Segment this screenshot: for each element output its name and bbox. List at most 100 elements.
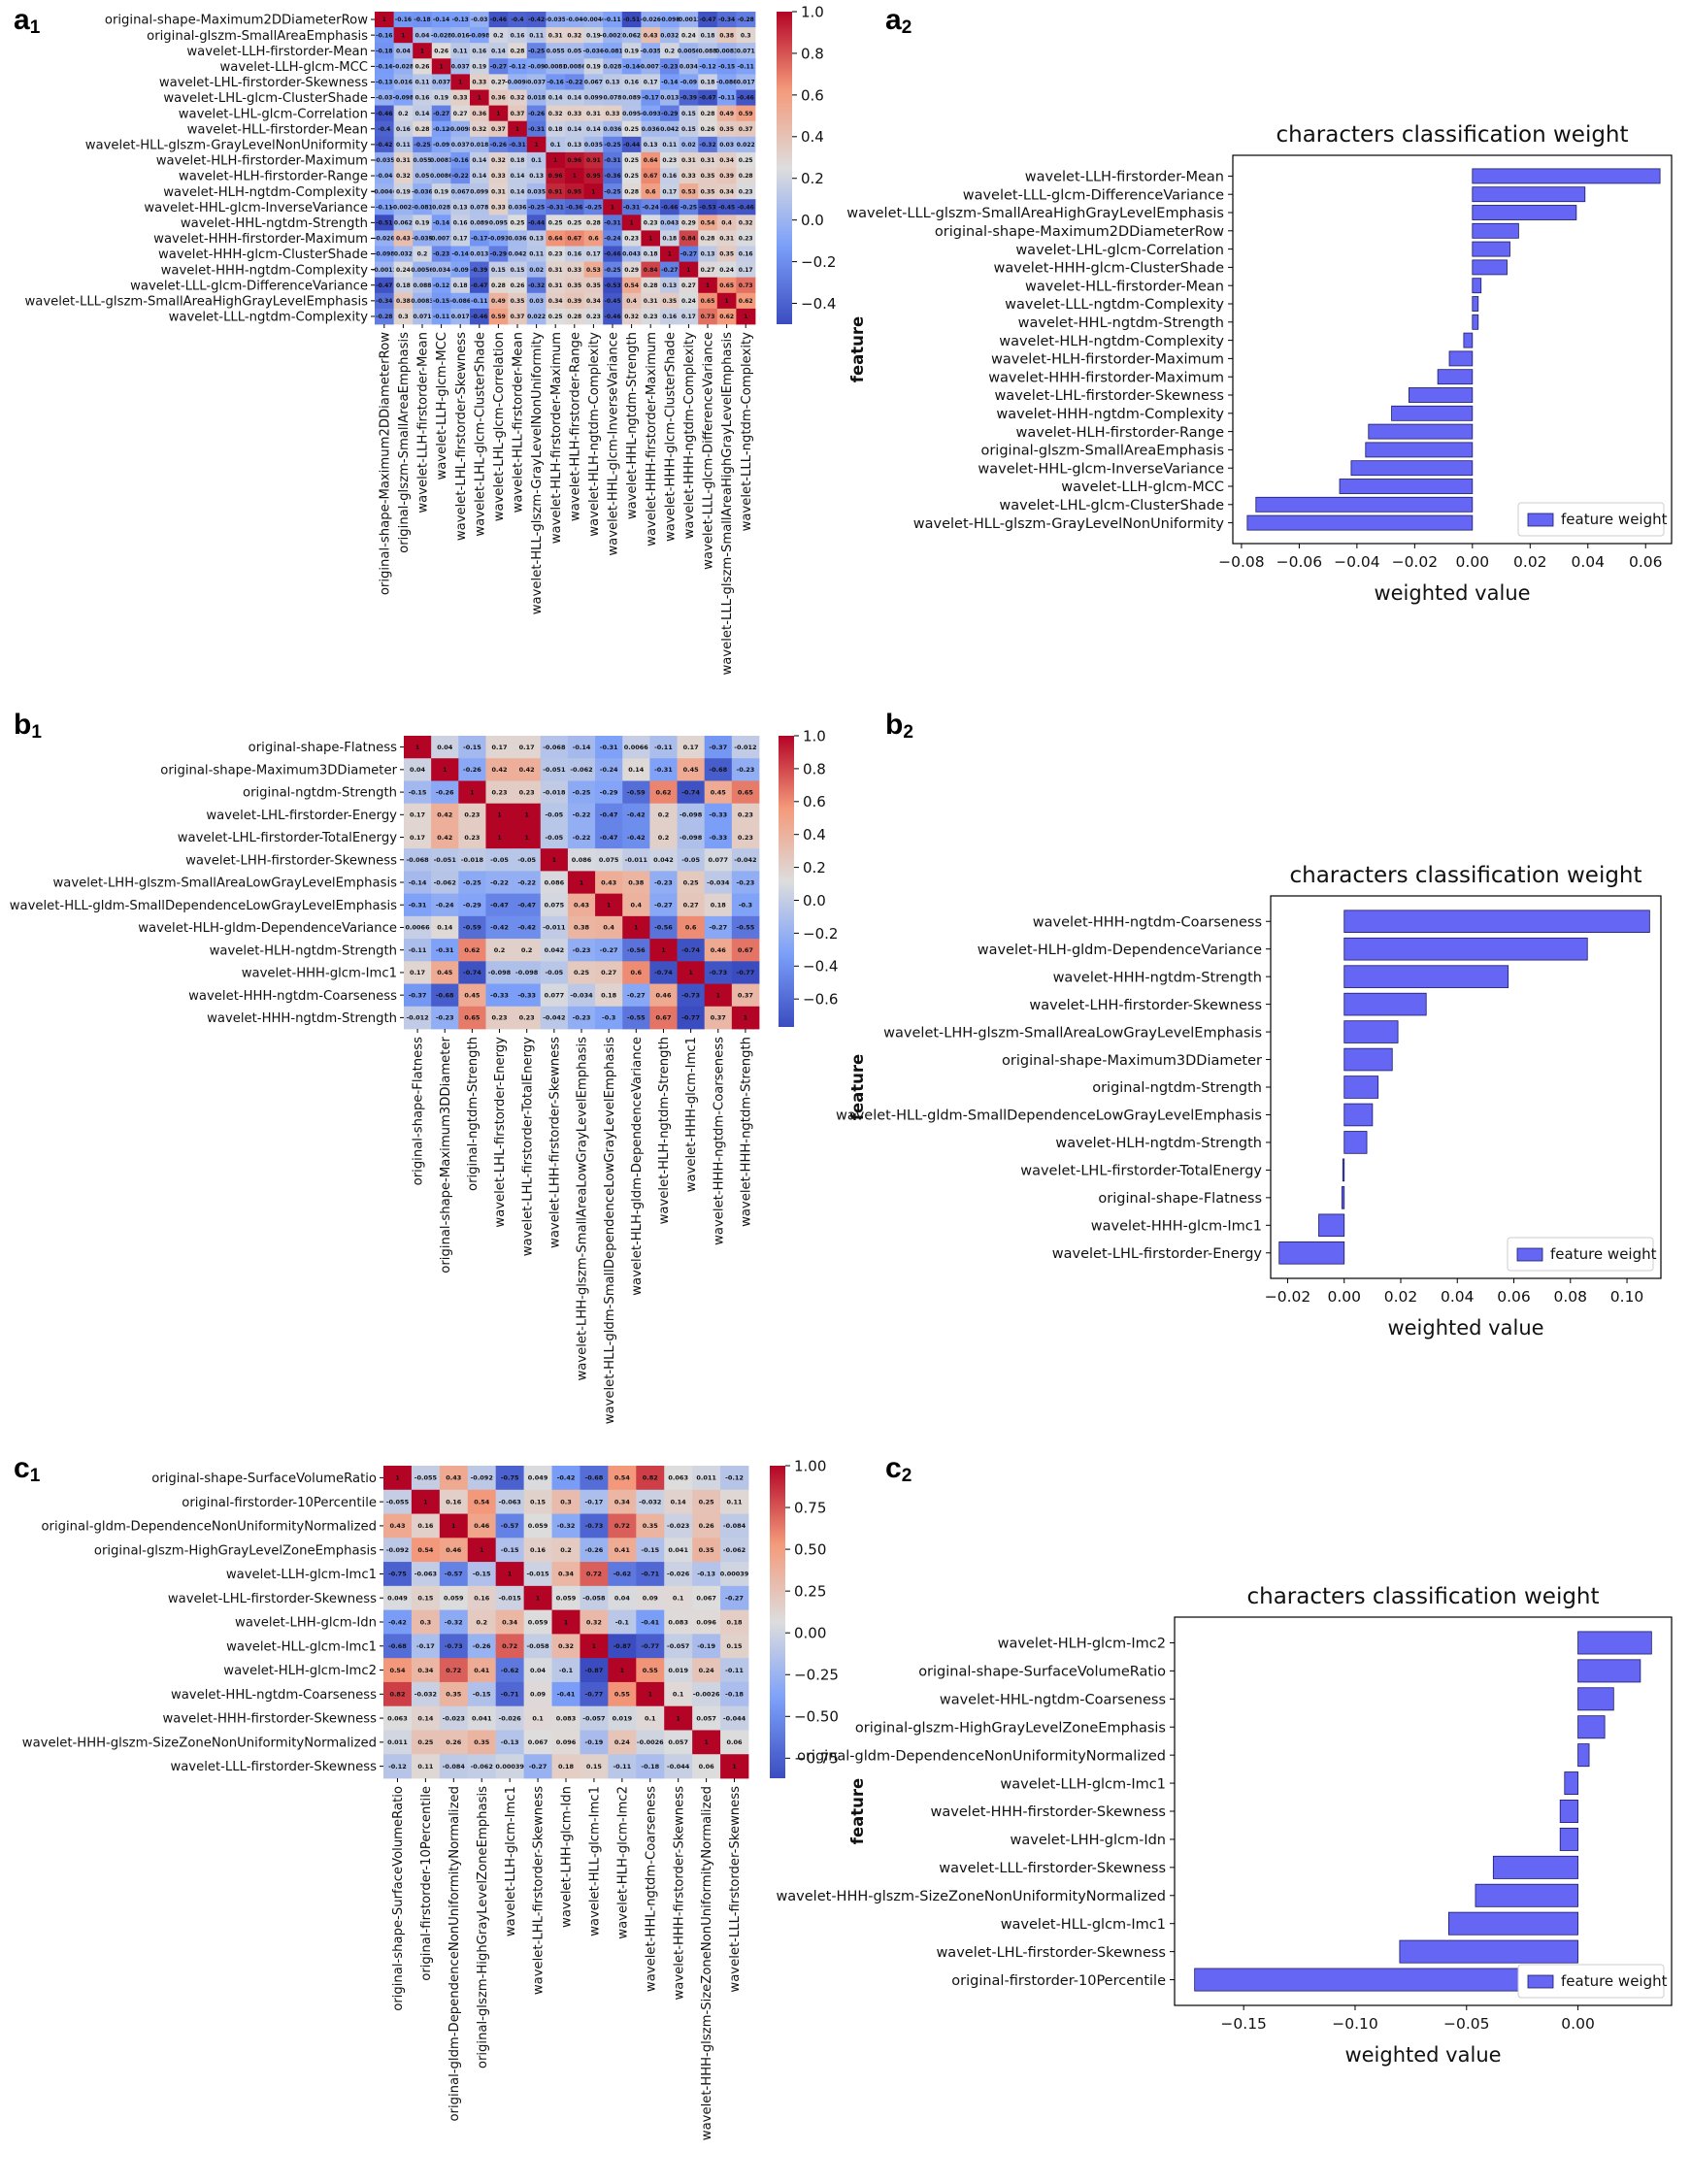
b1-colorbar-label: 1.0 <box>803 727 826 745</box>
c1-col-label: wavelet-LLL-firstorder-Skewness <box>728 1786 743 1993</box>
a1-cell <box>716 136 737 153</box>
c1-cell-label: 0.54 <box>614 1474 631 1482</box>
a1-cell-label: 1 <box>420 48 424 54</box>
a1-cell <box>641 246 661 262</box>
a1-cell <box>641 89 661 106</box>
a1-cell <box>450 12 471 28</box>
a1-cell-label: 0.14 <box>472 173 486 180</box>
a1-cell <box>546 120 566 138</box>
b1-cell-label: -0.37 <box>409 991 427 999</box>
b1-cell <box>404 939 432 962</box>
b1-cell-label: -0.29 <box>600 788 618 796</box>
b1-cell <box>567 983 596 1008</box>
c1-cell <box>439 1562 469 1587</box>
c1-cell <box>551 1609 580 1635</box>
a1-cell <box>470 151 489 169</box>
a1-cell-label: -0.23 <box>433 251 449 258</box>
a1-cell <box>488 230 509 247</box>
b1-cell <box>540 825 569 849</box>
a1-cell <box>603 27 623 44</box>
c2-category-label: wavelet-HHH-firstorder-Skewness <box>931 1804 1166 1820</box>
a1-cell <box>603 58 623 75</box>
a1-row-label: wavelet-HLL-glszm-GrayLevelNonUniformity <box>85 138 368 152</box>
a1-cell <box>393 199 414 215</box>
a1-cell-label: 0.26 <box>511 282 525 289</box>
c1-cell-label: 0.049 <box>387 1595 408 1603</box>
a1-cell <box>508 120 528 138</box>
a1-cell-label: 0.19 <box>415 219 430 226</box>
b1-cell-label: 0.45 <box>464 991 481 999</box>
a1-cell <box>508 12 528 28</box>
a1-cell <box>621 246 642 262</box>
b2-bar <box>1343 1131 1368 1154</box>
c1-cell-label: -0.13 <box>501 1738 519 1746</box>
c1-cell-label: -0.18 <box>725 1691 744 1699</box>
a1-cell <box>526 27 547 44</box>
a1-cell-label: 0.19 <box>434 95 448 102</box>
a1-cell <box>698 12 718 28</box>
a1-cell-label: 1 <box>630 219 634 226</box>
a1-cell <box>736 261 756 279</box>
b2-ylabel: feature <box>848 1054 867 1120</box>
a1-cell-label: 0.13 <box>606 80 620 86</box>
a2-bar <box>1472 296 1479 312</box>
b1-col-label: wavelet-HHH-ngtdm-Strength <box>740 1037 754 1227</box>
b1-colorbar-label: 0.6 <box>803 793 826 811</box>
b1-cell <box>458 780 486 805</box>
a1-cell <box>413 308 433 325</box>
b1-cell-label: 0.4 <box>603 924 614 932</box>
a1-cell <box>679 74 699 90</box>
a1-cell <box>716 168 737 184</box>
b1-cell <box>731 983 760 1008</box>
a1-cell-label: -0.0013 <box>372 267 397 274</box>
b1-row-label: wavelet-HLH-ngtdm-Strength <box>210 943 397 958</box>
a1-cell-label: 0.14 <box>567 95 581 102</box>
b1-cell <box>649 848 678 872</box>
c1-cell-label: 0.25 <box>417 1738 434 1746</box>
c1-cell <box>636 1634 665 1659</box>
a1-cell <box>375 199 394 215</box>
a1-cell-label: 0.23 <box>586 314 601 320</box>
b1-cell-label: -0.55 <box>627 1014 646 1022</box>
c1-cell <box>411 1513 441 1539</box>
a1-cell-label: 0.19 <box>624 48 639 54</box>
a1-cell-label: -0.0013 <box>677 17 702 23</box>
b1-cell-label: -0.05 <box>545 811 563 819</box>
a1-cell-label: -0.036 <box>412 188 432 195</box>
a1-cell <box>736 105 756 122</box>
a1-cell <box>660 89 680 106</box>
b1-cell <box>622 803 650 827</box>
a1-cell-label: 0.02 <box>529 267 544 274</box>
b1-cell-label: -0.098 <box>680 834 703 842</box>
a1-cell-label: 0.62 <box>719 314 734 320</box>
c1-colorbar-label: 0.75 <box>794 1499 826 1516</box>
a1-cell <box>413 74 433 90</box>
a2-xtick-label: −0.06 <box>1277 553 1323 571</box>
a1-cell-label: 1 <box>706 282 710 289</box>
a1-cell <box>698 183 718 200</box>
b1-cell <box>458 983 486 1008</box>
a1-cell-label: 0.26 <box>434 48 448 54</box>
a1-cell-label: -0.081 <box>412 204 432 211</box>
a1-cell-label: 0.18 <box>644 251 658 258</box>
a1-cell-label: 0.37 <box>511 111 525 117</box>
b1-cell <box>649 736 678 759</box>
a1-cell-label: -0.32 <box>699 142 715 149</box>
b1-row-label: wavelet-HLL-gldm-SmallDependenceLowGrayL… <box>10 899 397 913</box>
a1-cell <box>546 215 566 231</box>
a1-cell-label: -0.31 <box>604 157 620 164</box>
c1-cell <box>383 1754 413 1779</box>
b1-cell <box>704 780 733 805</box>
b1-cell <box>404 915 432 940</box>
c1-cell <box>664 1754 693 1779</box>
a1-colorbar-label: 0.0 <box>801 212 824 229</box>
b2-bar <box>1343 937 1588 961</box>
a1-cell <box>488 105 509 122</box>
b1-cell-label: 0.37 <box>738 991 753 999</box>
a1-cell <box>375 43 394 59</box>
a1-cell-label: 0.13 <box>567 142 581 149</box>
a1-cell <box>413 215 433 231</box>
b1-cell-label: 0.23 <box>519 1014 535 1022</box>
c1-cell-label: -0.1 <box>559 1667 574 1674</box>
c1-colorbar-label: −0.25 <box>794 1667 839 1684</box>
